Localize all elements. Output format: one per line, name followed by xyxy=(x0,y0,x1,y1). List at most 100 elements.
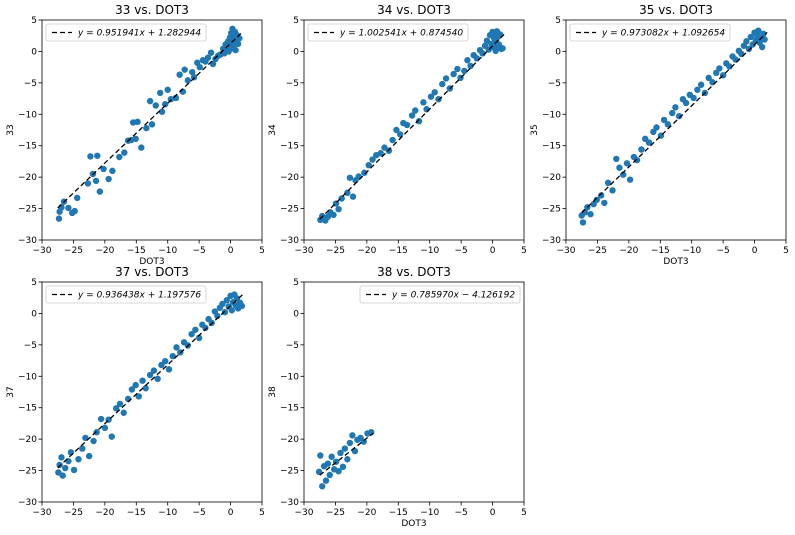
data-point xyxy=(62,464,69,472)
y-tick-label: −20 xyxy=(280,435,299,445)
data-point xyxy=(499,45,506,52)
data-point xyxy=(732,56,739,63)
x-tick-label: −25 xyxy=(64,508,83,518)
data-point xyxy=(236,35,243,42)
legend: y = 0.973082x + 1.092654 xyxy=(569,23,731,42)
data-point xyxy=(116,153,123,161)
data-point xyxy=(148,121,156,128)
chart-title: 38 vs. DOT3 xyxy=(377,265,451,279)
scatter-series xyxy=(315,429,375,490)
data-point xyxy=(150,367,158,374)
y-tick-label: −5 xyxy=(24,79,37,89)
data-point xyxy=(435,96,442,103)
data-point xyxy=(760,30,767,38)
chart-title: 37 vs. DOT3 xyxy=(115,265,189,279)
data-point xyxy=(202,324,209,332)
data-point xyxy=(232,46,239,54)
data-point xyxy=(156,89,164,97)
data-point xyxy=(87,153,94,160)
data-point xyxy=(682,99,690,107)
data-point xyxy=(167,96,175,103)
x-tick-label: −25 xyxy=(64,246,83,256)
x-tick-label: −15 xyxy=(651,246,670,256)
x-tick-label: 0 xyxy=(228,508,234,518)
legend-box xyxy=(45,285,207,304)
data-point xyxy=(181,66,188,73)
y-tick-label: 5 xyxy=(293,16,299,26)
y-tick-label: −10 xyxy=(542,110,561,120)
legend: y = 1.002541x + 0.874540 xyxy=(307,23,469,42)
data-point xyxy=(709,79,716,86)
data-point xyxy=(154,375,161,382)
y-tick-label: 0 xyxy=(293,309,299,319)
x-tick-label: 5 xyxy=(521,246,527,256)
x-tick-label: −10 xyxy=(682,246,701,256)
data-point xyxy=(645,139,653,146)
y-tick-label: −15 xyxy=(18,142,37,152)
x-tick-label: 5 xyxy=(259,508,265,518)
data-point xyxy=(672,104,679,111)
axes-frame xyxy=(565,19,787,241)
x-tick-label: −15 xyxy=(127,246,146,256)
data-point xyxy=(138,144,145,151)
x-tick-label: −30 xyxy=(295,508,314,518)
y-tick-label: −10 xyxy=(18,110,37,120)
data-point xyxy=(184,77,192,84)
data-point xyxy=(146,371,154,379)
data-point xyxy=(349,432,356,439)
x-axis-label: DOT3 xyxy=(401,519,426,529)
data-point xyxy=(697,81,705,88)
legend-label: y = 0.785970x − 4.126192 xyxy=(391,291,515,301)
y-tick-label: −15 xyxy=(542,142,561,152)
data-point xyxy=(71,207,78,215)
data-point xyxy=(59,472,66,479)
data-point xyxy=(189,68,196,76)
y-axis-label: 37 xyxy=(6,386,16,397)
data-point xyxy=(349,193,357,200)
data-point xyxy=(467,62,474,70)
data-point xyxy=(96,188,104,195)
legend-label: y = 0.951941x + 1.282944 xyxy=(77,29,201,39)
x-tick-label: −15 xyxy=(389,508,408,518)
data-point xyxy=(143,124,150,132)
data-point xyxy=(415,118,423,125)
data-point xyxy=(162,101,169,108)
data-point xyxy=(65,457,72,465)
data-point xyxy=(344,189,351,197)
data-point xyxy=(716,65,723,72)
data-point xyxy=(344,456,351,463)
data-point xyxy=(664,121,672,128)
x-tick-label: 5 xyxy=(521,508,527,518)
data-point xyxy=(108,433,115,440)
data-point xyxy=(97,415,105,423)
x-tick-label: −5 xyxy=(193,246,206,256)
chart-title: 34 vs. DOT3 xyxy=(377,3,451,17)
x-axis-label: DOT3 xyxy=(663,257,688,267)
x-tick-label: −30 xyxy=(557,246,576,256)
data-point xyxy=(454,65,461,73)
y-tick-label: −5 xyxy=(286,79,299,89)
data-point xyxy=(315,468,323,476)
y-tick-label: −15 xyxy=(280,404,299,414)
data-point xyxy=(604,179,612,186)
data-point xyxy=(613,155,620,163)
data-point xyxy=(393,126,400,134)
y-tick-label: 0 xyxy=(31,47,37,57)
x-tick-label: −15 xyxy=(127,508,146,518)
y-tick-label: −15 xyxy=(280,142,299,152)
x-tick-label: −5 xyxy=(193,508,206,518)
y-axis-label: 33 xyxy=(6,124,16,135)
y-tick-label: −30 xyxy=(18,498,37,508)
legend-label: y = 1.002541x + 0.874540 xyxy=(339,29,463,39)
y-tick-label: −25 xyxy=(18,467,37,477)
data-point xyxy=(322,477,330,484)
data-point xyxy=(361,169,368,176)
data-point xyxy=(598,192,605,199)
y-tick-label: −30 xyxy=(280,236,299,246)
y-tick-label: −5 xyxy=(286,341,299,351)
data-point xyxy=(134,118,141,126)
data-point xyxy=(319,483,326,490)
data-point xyxy=(601,199,608,207)
data-point xyxy=(92,177,100,185)
data-point xyxy=(346,174,354,181)
